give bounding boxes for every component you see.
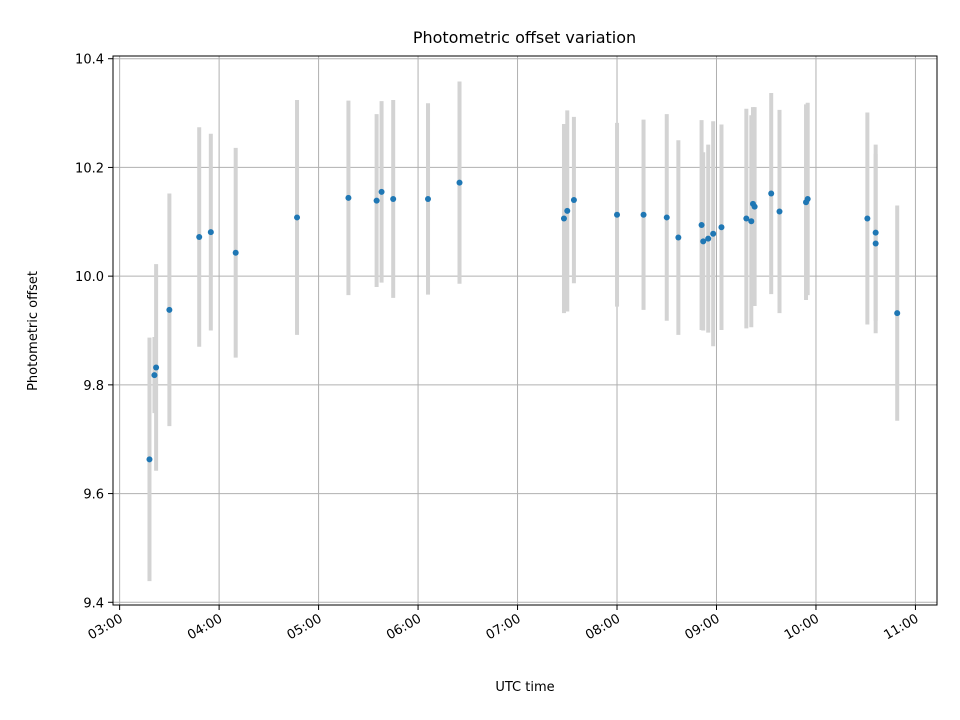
data-point xyxy=(776,208,783,215)
data-point xyxy=(872,240,879,247)
data-point xyxy=(345,194,352,201)
data-point xyxy=(894,310,901,317)
data-points xyxy=(146,179,901,463)
data-point xyxy=(294,214,301,221)
data-point xyxy=(751,203,758,210)
data-point xyxy=(872,229,879,236)
data-point xyxy=(196,234,203,241)
data-point xyxy=(151,372,158,379)
x-tick-label: 04:00 xyxy=(185,611,225,643)
data-point xyxy=(663,214,670,221)
y-axis-ticks: 9.4 9.6 9.8 10.0 10.2 10.4 xyxy=(75,53,113,611)
data-point xyxy=(232,249,239,256)
data-point xyxy=(564,207,571,214)
data-point xyxy=(748,218,755,225)
data-point xyxy=(166,306,173,313)
data-point xyxy=(705,235,712,242)
data-point xyxy=(700,238,707,245)
y-tick-label: 10.2 xyxy=(75,161,104,176)
y-tick-label: 9.8 xyxy=(83,379,104,394)
data-point xyxy=(207,229,214,236)
data-point xyxy=(560,215,567,222)
x-tick-label: 05:00 xyxy=(285,611,325,643)
x-tick-label: 11:00 xyxy=(881,611,921,643)
x-tick-label: 07:00 xyxy=(484,611,524,643)
data-point xyxy=(153,364,160,371)
y-tick-label: 10.4 xyxy=(75,53,104,68)
y-axis-label: Photometric offset xyxy=(26,271,41,391)
data-point xyxy=(718,224,725,231)
x-axis-label: UTC time xyxy=(495,680,554,695)
y-tick-label: 9.4 xyxy=(83,596,104,611)
data-point xyxy=(804,195,811,202)
data-point xyxy=(698,222,705,229)
data-point xyxy=(425,195,432,202)
data-point xyxy=(390,195,397,202)
x-tick-label: 09:00 xyxy=(683,611,723,643)
data-point xyxy=(378,188,385,195)
x-tick-label: 10:00 xyxy=(782,611,822,643)
data-point xyxy=(456,179,463,186)
y-tick-label: 9.6 xyxy=(83,488,104,503)
data-point xyxy=(146,456,153,463)
x-tick-label: 03:00 xyxy=(86,611,126,643)
x-tick-label: 08:00 xyxy=(583,611,623,643)
data-point xyxy=(864,215,871,222)
data-point xyxy=(743,215,750,222)
data-point xyxy=(768,190,775,197)
data-point xyxy=(640,211,647,218)
y-tick-label: 10.0 xyxy=(75,270,104,285)
data-point xyxy=(675,234,682,241)
data-point xyxy=(373,197,380,204)
x-tick-label: 06:00 xyxy=(384,611,424,643)
error-bars xyxy=(147,81,900,582)
x-axis-ticks: 03:00 04:00 05:00 06:00 07:00 08:00 09:00 10:00… xyxy=(86,605,921,643)
data-point xyxy=(570,197,577,204)
chart-title: Photometric offset variation xyxy=(413,28,636,47)
data-point xyxy=(614,211,621,218)
data-point xyxy=(710,230,717,237)
plot-frame xyxy=(112,55,938,606)
